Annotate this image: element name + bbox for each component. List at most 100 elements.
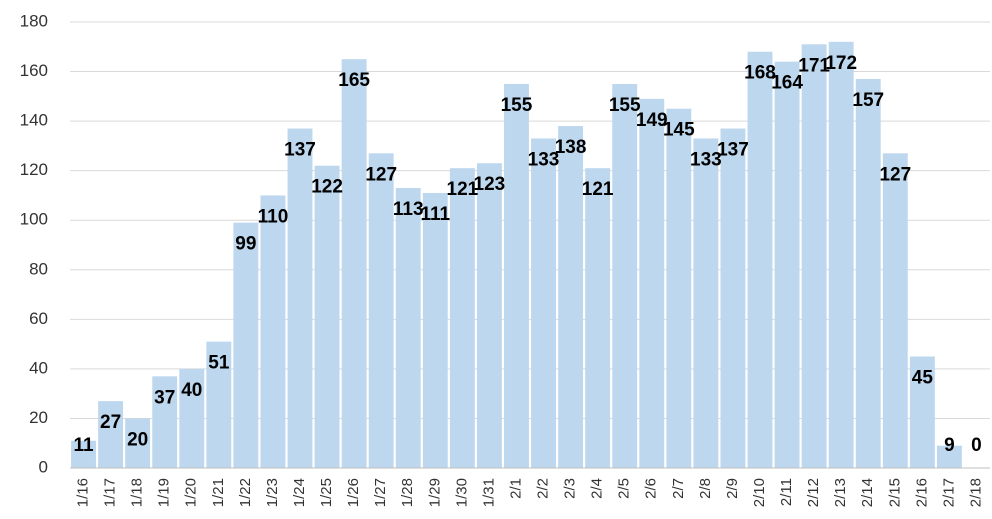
x-tick-label: 1/19 (156, 478, 173, 507)
x-tick-label: 1/22 (237, 478, 254, 507)
x-tick-label: 2/17 (940, 478, 957, 507)
bar (801, 44, 827, 469)
value-label: 9 (944, 435, 955, 456)
bar (152, 376, 178, 468)
bar (774, 61, 800, 469)
bar (639, 98, 665, 469)
value-label: 110 (258, 206, 289, 227)
x-tick-label: 2/2 (534, 478, 551, 499)
y-tick-label: 40 (29, 358, 48, 377)
value-label: 11 (73, 435, 94, 456)
x-tick-label: 1/30 (453, 478, 470, 507)
value-label: 20 (127, 429, 148, 450)
y-tick-label: 100 (20, 210, 48, 229)
bar (531, 138, 556, 468)
value-label: 133 (528, 149, 560, 170)
bar (233, 222, 259, 468)
x-tick-label: 2/14 (859, 478, 876, 507)
y-tick-label: 180 (20, 11, 48, 30)
x-tick-label: 2/8 (697, 478, 714, 499)
x-tick-label: 2/13 (832, 478, 849, 507)
x-tick-label: 1/24 (291, 478, 308, 507)
bar (395, 188, 421, 468)
value-label: 27 (100, 412, 121, 433)
x-tick-label: 1/28 (399, 478, 416, 507)
x-tick-label: 1/31 (480, 478, 497, 507)
value-label: 37 (154, 387, 175, 408)
value-label: 121 (582, 179, 614, 200)
bar (693, 138, 719, 468)
x-tick-label: 1/21 (210, 478, 227, 507)
x-tick-label: 1/25 (318, 478, 335, 507)
bar (71, 440, 96, 468)
value-label: 99 (235, 234, 256, 255)
bar (747, 51, 773, 468)
y-tick-label: 80 (29, 259, 48, 278)
x-tick-label: 2/7 (670, 478, 687, 499)
bar (828, 41, 854, 468)
bar (720, 128, 746, 469)
bar (882, 153, 908, 469)
value-label: 40 (181, 380, 202, 401)
bar (341, 59, 367, 469)
value-label: 51 (208, 353, 230, 374)
value-label: 127 (879, 164, 911, 185)
bar (612, 83, 638, 468)
x-tick-label: 2/16 (913, 478, 930, 507)
value-label: 155 (501, 95, 533, 116)
x-tick-label: 2/18 (967, 478, 984, 507)
value-label: 45 (912, 368, 934, 389)
value-label: 127 (365, 164, 397, 185)
value-label: 145 (663, 120, 695, 141)
y-tick-label: 120 (20, 160, 48, 179)
x-tick-label: 1/17 (102, 478, 119, 507)
value-label: 137 (717, 140, 749, 161)
value-label: 122 (311, 177, 343, 198)
bar (206, 341, 232, 468)
x-tick-label: 1/20 (183, 478, 200, 507)
x-tick-label: 1/26 (345, 478, 362, 507)
bar (98, 401, 124, 468)
y-tick-label: 60 (29, 309, 48, 328)
bar (909, 356, 935, 468)
bar (314, 165, 340, 468)
value-label: 171 (798, 55, 830, 76)
value-label: 165 (338, 70, 370, 91)
x-tick-label: 2/5 (616, 478, 633, 499)
value-label: 123 (474, 174, 506, 195)
x-tick-label: 2/6 (643, 478, 660, 499)
bar (585, 168, 611, 468)
bar (422, 192, 448, 468)
value-label: 111 (420, 204, 450, 225)
value-label: 155 (609, 95, 641, 116)
value-label: 137 (284, 140, 316, 161)
x-tick-label: 2/1 (507, 478, 524, 499)
bar (449, 168, 475, 468)
bar (476, 163, 502, 468)
x-tick-label: 2/3 (562, 478, 579, 499)
x-tick-label: 2/10 (751, 478, 768, 507)
value-label: 113 (393, 199, 424, 220)
x-tick-label: 1/18 (129, 478, 146, 507)
value-label: 138 (555, 137, 587, 158)
x-tick-label: 2/15 (886, 478, 903, 507)
value-label: 149 (636, 110, 668, 131)
value-label: 172 (825, 53, 857, 74)
bar (368, 153, 394, 469)
x-tick-label: 2/12 (805, 478, 822, 507)
value-label: 168 (744, 63, 776, 84)
bar (504, 83, 529, 468)
x-tick-label: 1/29 (426, 478, 443, 507)
bar (936, 445, 962, 468)
bar (558, 126, 584, 469)
y-tick-label: 0 (39, 457, 48, 476)
x-tick-label: 1/23 (264, 478, 281, 507)
x-tick-label: 1/27 (372, 478, 389, 507)
value-label: 0 (971, 435, 982, 456)
bar (260, 195, 286, 468)
x-tick-label: 2/4 (589, 478, 606, 499)
bar (125, 418, 151, 468)
x-tick-label: 1/16 (74, 478, 91, 507)
value-label: 164 (771, 73, 803, 94)
